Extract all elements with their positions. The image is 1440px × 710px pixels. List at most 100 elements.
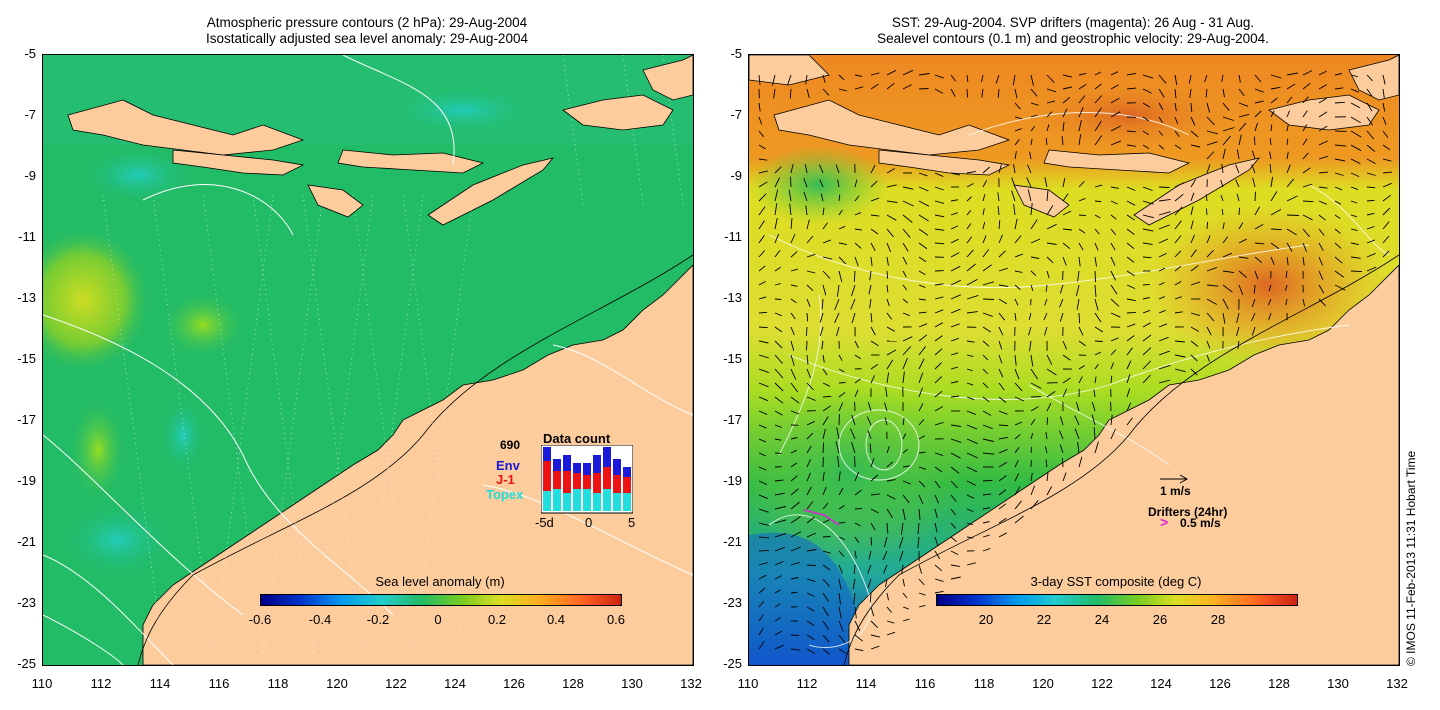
velocity-arrow: [1350, 186, 1359, 191]
right-title: SST: 29-Aug-2004. SVP drifters (magenta)…: [748, 15, 1398, 47]
velocity-arrow: [1059, 430, 1064, 440]
left-ytick-2: -9: [24, 168, 36, 183]
velocity-arrow: [1206, 312, 1215, 322]
velocity-arrow: [1110, 84, 1119, 90]
velocity-arrow: [854, 489, 862, 496]
velocity-arrow: [758, 354, 769, 359]
velocity-arrow: [850, 428, 856, 440]
velocity-arrow: [870, 180, 878, 188]
velocity-arrow: [902, 214, 913, 223]
velocity-arrow: [1334, 172, 1344, 176]
velocity-arrow: [1046, 270, 1050, 279]
velocity-arrow: [1350, 88, 1359, 93]
velocity-arrow: [1011, 190, 1016, 202]
velocity-arrow: [1334, 256, 1343, 264]
velocity-arrow: [1062, 178, 1066, 188]
velocity-arrow: [1126, 335, 1135, 342]
velocity-arrow: [867, 578, 872, 588]
velocity-arrow: [918, 419, 925, 426]
velocity-arrow: [758, 311, 768, 314]
velocity-scale-arrow: [1160, 474, 1189, 484]
velocity-arrow: [774, 266, 781, 272]
velocity-arrow: [966, 236, 973, 244]
velocity-arrow: [966, 311, 978, 314]
velocity-arrow: [1062, 96, 1071, 104]
velocity-arrow: [806, 578, 816, 582]
velocity-arrow: [1190, 206, 1194, 216]
velocity-arrow: [934, 536, 939, 547]
velocity-arrow: [902, 480, 911, 485]
velocity-arrow: [1350, 116, 1361, 124]
velocity-arrow: [838, 225, 846, 230]
velocity-arrow: [1204, 74, 1208, 83]
velocity-arrow: [982, 221, 986, 230]
velocity-arrow: [1094, 326, 1104, 333]
right-title-line1: SST: 29-Aug-2004. SVP drifters (magenta)…: [891, 15, 1255, 30]
velocity-arrow: [934, 522, 938, 533]
velocity-arrow: [1046, 417, 1049, 426]
velocity-arrow: [1062, 388, 1068, 398]
velocity-arrow: [950, 366, 959, 370]
velocity-arrow: [982, 166, 991, 174]
velocity-arrow: [934, 88, 944, 94]
velocity-arrow: [1062, 457, 1064, 468]
velocity-arrow: [1158, 144, 1165, 150]
velocity-arrow: [1188, 74, 1192, 84]
velocity-arrow: [1174, 182, 1185, 188]
velocity-arrow: [1366, 266, 1377, 272]
velocity-arrow: [1014, 128, 1022, 132]
velocity-arrow: [1046, 205, 1054, 216]
velocity-arrow: [1030, 126, 1036, 132]
velocity-arrow: [758, 562, 768, 566]
right-ytick-5: -15: [723, 351, 742, 366]
velocity-arrow: [886, 242, 892, 253]
velocity-arrow: [1075, 401, 1080, 412]
velocity-arrow: [1366, 102, 1373, 112]
velocity-arrow: [886, 326, 895, 332]
velocity-arrow: [1269, 163, 1272, 174]
velocity-arrow: [774, 203, 778, 216]
velocity-arrow: [1094, 441, 1099, 454]
velocity-arrow: [1334, 284, 1346, 291]
velocity-arrow: [982, 452, 995, 455]
velocity-arrow: [805, 205, 808, 216]
velocity-arrow: [1174, 250, 1182, 258]
velocity-arrow: [758, 102, 761, 112]
velocity-arrow: [1206, 284, 1219, 287]
velocity-arrow: [1238, 222, 1244, 230]
velocity-arrow: [902, 298, 909, 304]
velocity-arrow: [998, 234, 1003, 244]
velocity-arrow: [835, 441, 840, 454]
velocity-arrow: [950, 494, 957, 502]
velocity-arrow: [982, 507, 991, 510]
velocity-arrow: [1382, 88, 1385, 99]
velocity-arrow: [998, 326, 1004, 336]
velocity-arrow: [982, 396, 990, 403]
velocity-arrow: [758, 627, 764, 636]
velocity-arrow: [886, 270, 889, 279]
velocity-arrow: [1235, 179, 1240, 188]
velocity-arrow: [1046, 124, 1050, 132]
velocity-arrow: [854, 340, 859, 349]
velocity-arrow: [1126, 402, 1132, 412]
velocity-arrow: [1238, 88, 1245, 97]
velocity-arrow: [1110, 140, 1122, 146]
velocity-arrow: [790, 462, 798, 468]
velocity-arrow: [870, 606, 875, 617]
velocity-arrow: [1029, 151, 1032, 160]
velocity-arrow: [950, 199, 959, 202]
velocity-arrow: [1158, 186, 1170, 188]
velocity-arrow: [1174, 296, 1182, 300]
velocity-arrow: [1222, 298, 1229, 310]
velocity-arrow: [1046, 190, 1049, 202]
velocity-arrow: [1366, 74, 1373, 82]
velocity-arrow: [853, 592, 856, 605]
velocity-arrow: [1286, 72, 1298, 76]
velocity-arrow: [1142, 347, 1152, 356]
velocity-arrow: [838, 209, 843, 216]
velocity-arrow: [1382, 158, 1392, 162]
velocity-arrow: [886, 445, 890, 454]
velocity-arrow: [1334, 87, 1344, 90]
velocity-arrow: [1318, 256, 1324, 266]
velocity-arrow: [774, 546, 786, 552]
